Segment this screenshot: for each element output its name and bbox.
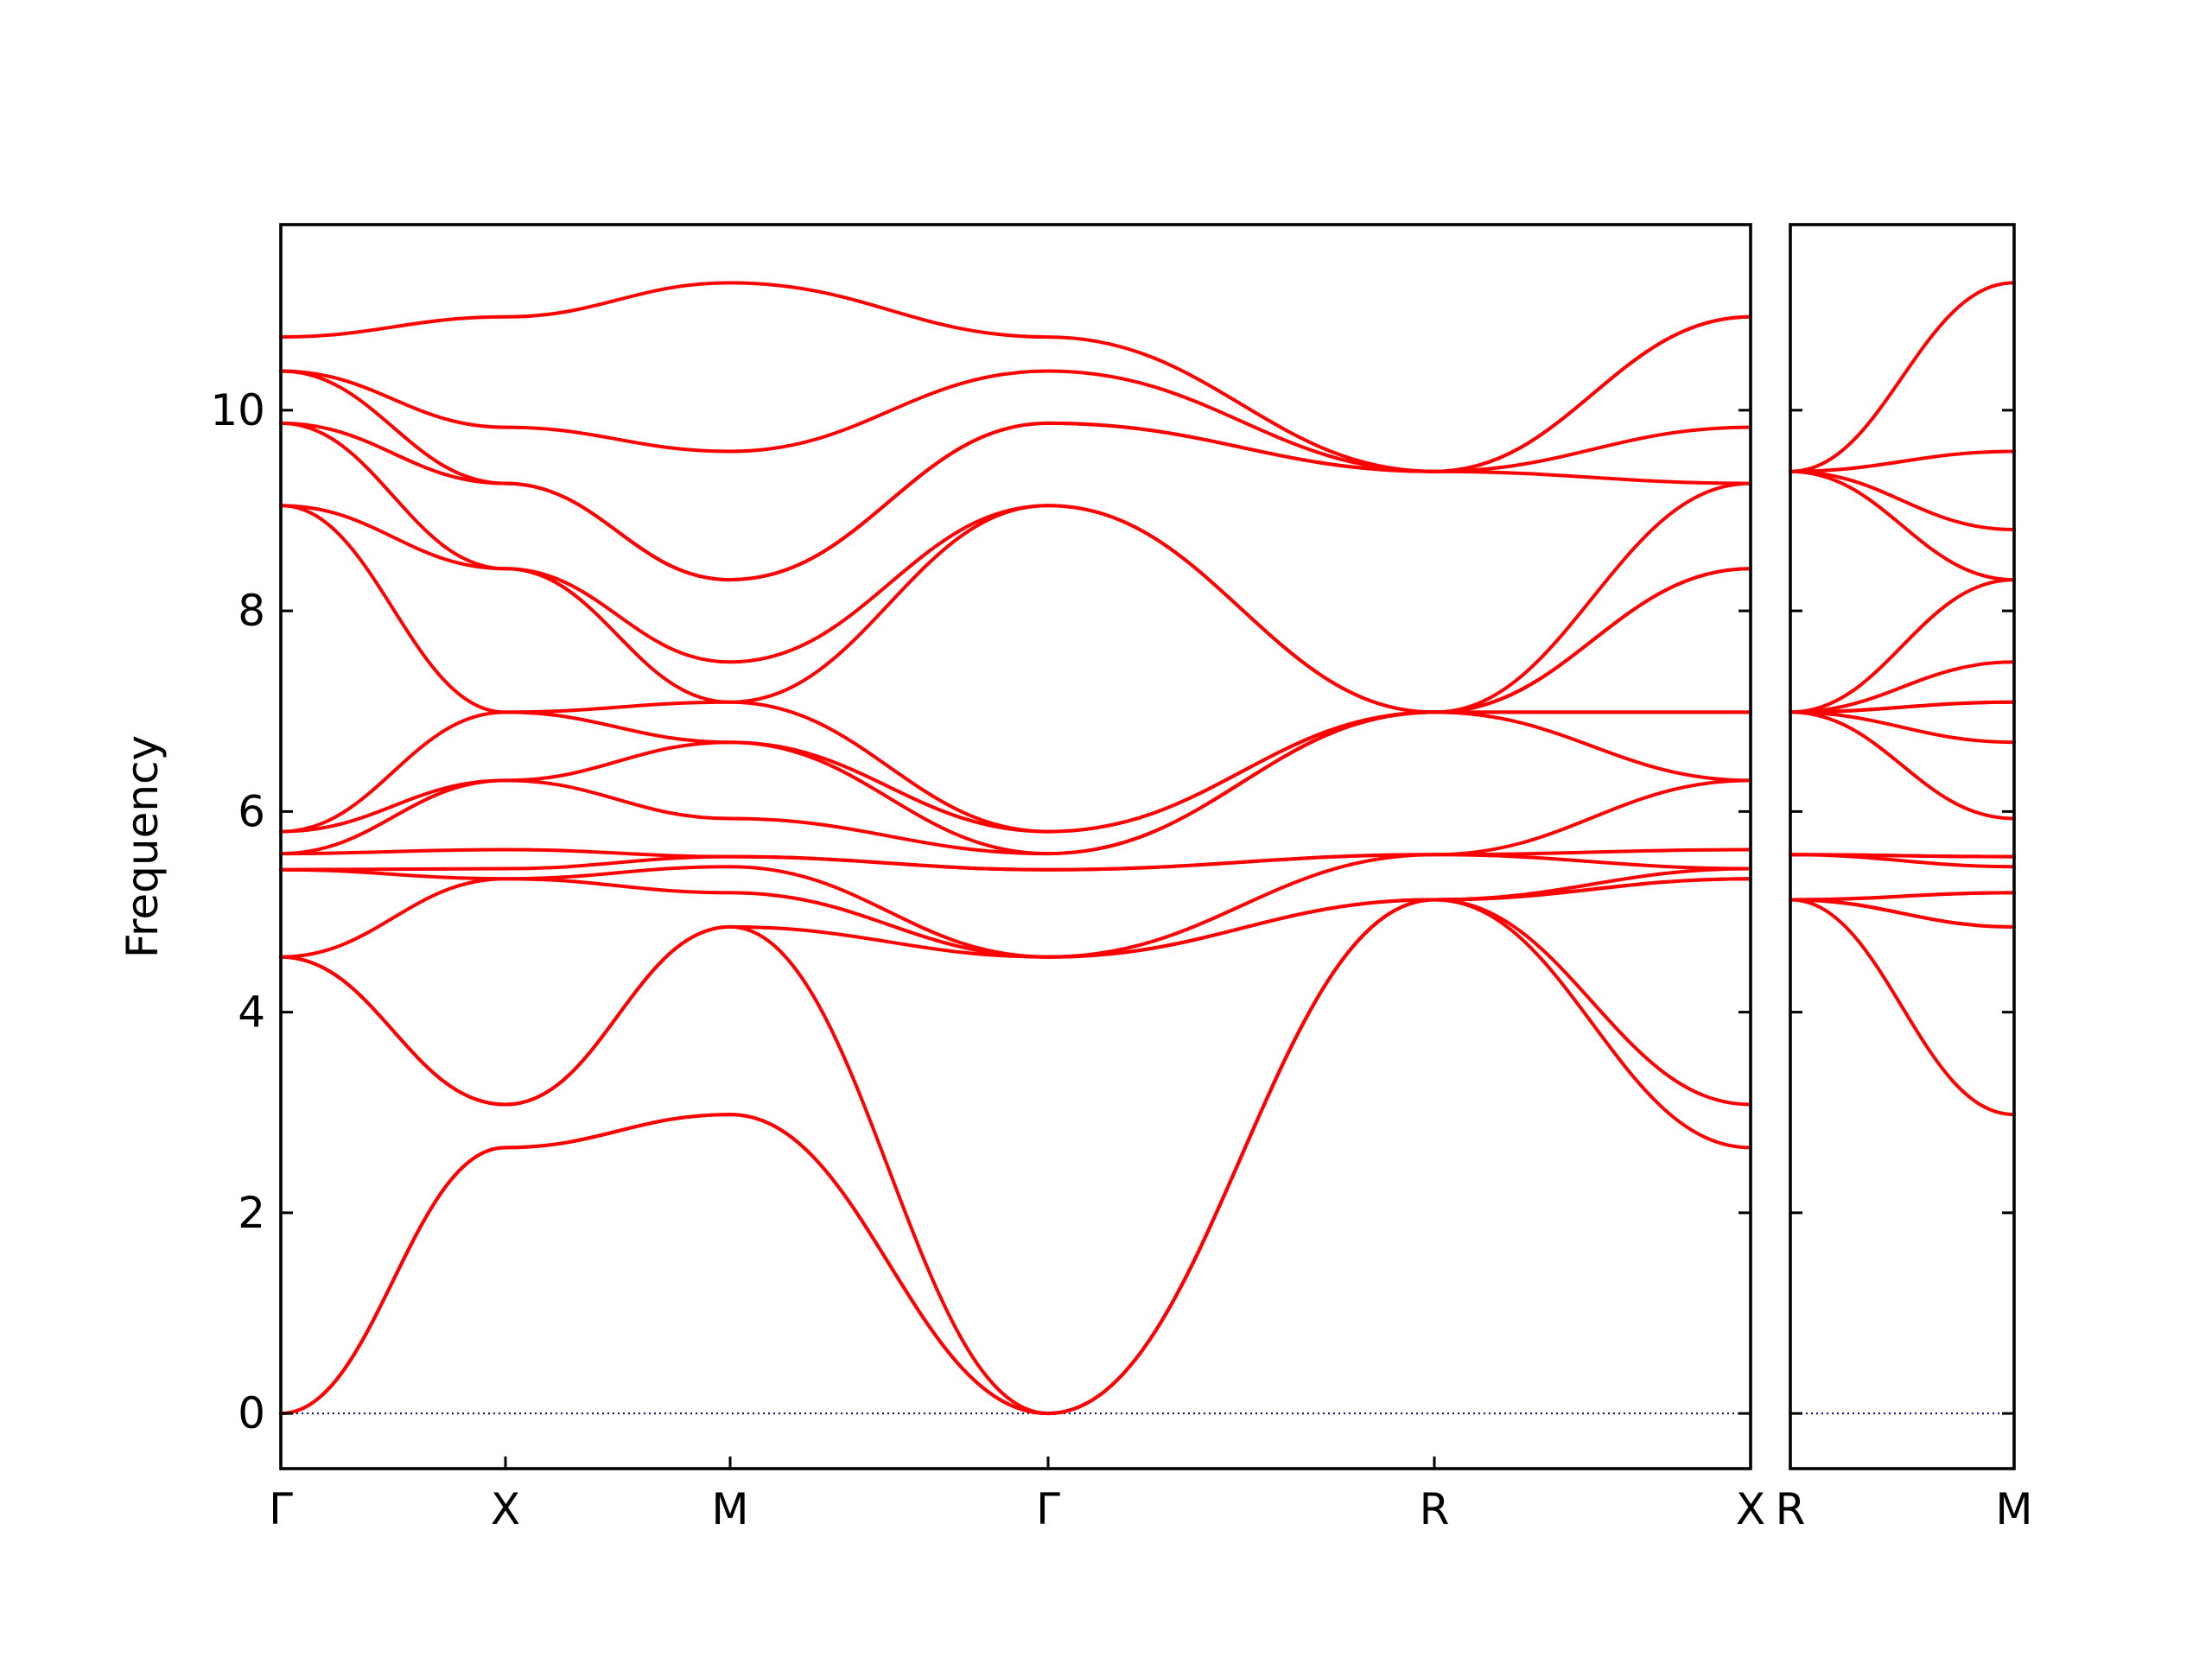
band-1-line — [279, 898, 1752, 1416]
x-tick-label: R — [1420, 1484, 1450, 1534]
x-tick-label: R — [1776, 1484, 1806, 1534]
band-2-line — [279, 898, 1752, 1416]
band-18-line — [1789, 281, 2016, 473]
band-11-line — [279, 710, 1752, 834]
band-5-line — [279, 866, 1752, 959]
y-tick-label: 4 — [238, 987, 265, 1038]
band-13-line — [1789, 660, 2016, 714]
y-axis-label: Frequency — [118, 735, 168, 958]
x-tick-label: M — [711, 1484, 748, 1534]
band-8-line — [1789, 853, 2016, 859]
x-tick-label: M — [1995, 1484, 2032, 1534]
band-14-line — [279, 421, 1752, 714]
y-tick-label: 0 — [238, 1388, 265, 1438]
band-16-line — [1789, 469, 2016, 531]
band-15-line — [279, 421, 1752, 582]
band-17-line — [279, 314, 1752, 473]
x-tick-label: Γ — [1036, 1484, 1060, 1534]
y-tick-label: 8 — [238, 586, 265, 636]
band-group — [1789, 281, 2016, 1117]
band-4-line — [279, 877, 1752, 1107]
band-10-line — [1789, 710, 2016, 745]
band-9-line — [1789, 710, 2016, 821]
band-9-line — [279, 710, 1752, 856]
band-12-line — [1789, 700, 2016, 714]
band-10-line — [279, 710, 1752, 856]
y-tick-label: 2 — [238, 1188, 265, 1238]
band-14-line — [1789, 578, 2016, 714]
band-3-line — [1789, 898, 2016, 929]
band-5-line — [1789, 891, 2016, 902]
band-8-line — [279, 778, 1752, 872]
band-17-line — [1789, 449, 2016, 473]
x-tick-label: X — [1736, 1484, 1765, 1534]
panel-frame — [1789, 223, 2016, 1470]
y-tick-label: 6 — [238, 786, 265, 836]
x-tick-label: X — [491, 1484, 520, 1534]
band-15-line — [1789, 469, 2016, 582]
band-16-line — [279, 369, 1752, 582]
band-group — [279, 281, 1752, 1416]
band-13-line — [279, 504, 1752, 714]
band-1-line — [1789, 898, 2016, 1117]
band-18-line — [279, 281, 1752, 473]
y-tick-label: 10 — [210, 385, 265, 435]
panel-frame — [279, 223, 1752, 1470]
panel-1: 0 2 4 6 8 10 Γ X M Γ R X — [210, 223, 1765, 1534]
x-tick-label: Γ — [269, 1484, 293, 1534]
